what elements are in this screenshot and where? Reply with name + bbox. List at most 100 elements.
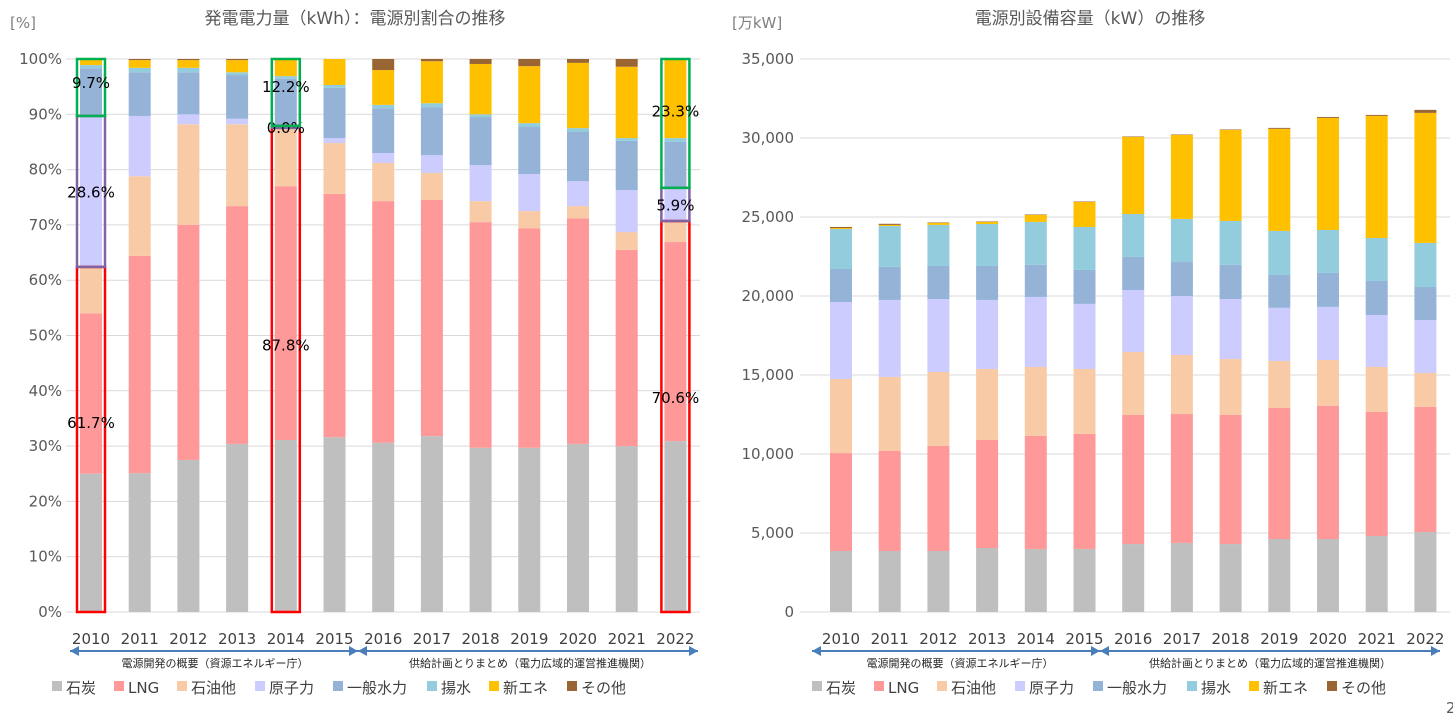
bar-segment-一般水力 [927,265,950,300]
data-label: 12.2% [262,78,310,96]
legend-label: 揚水 [441,679,471,697]
data-label: 23.3% [652,103,700,121]
bar-segment-石炭 [927,551,950,612]
bar-segment-石油他 [226,124,249,207]
bar-segment-一般水力 [567,131,589,182]
bar-segment-一般水力 [1365,280,1388,315]
bar-segment-揚水 [567,128,589,132]
legend-label: 石油他 [191,679,236,697]
bar-segment-石炭 [976,548,999,612]
bar-segment-その他 [518,59,541,67]
bar-segment-一般水力 [1317,272,1339,307]
bar-segment-揚水 [1414,242,1437,287]
bar-segment-原子力 [1365,314,1388,367]
legend-label: LNG [888,679,919,697]
bar-segment-石油他 [1024,366,1047,436]
bar-segment-原子力 [1414,320,1437,373]
bar-segment-LNG [567,218,589,444]
bar-segment-その他 [226,59,249,61]
x-tick-label: 2019 [1260,630,1298,648]
bar-segment-新エネ [1024,214,1047,222]
bar-segment-新エネ [927,223,950,225]
bar-segment-石油他 [927,371,950,446]
bar-segment-原子力 [1170,296,1193,355]
bar-segment-新エネ [1122,136,1145,214]
legend-swatch [52,681,62,691]
legend-label: 石油他 [951,679,996,697]
bar-segment-一般水力 [128,72,151,116]
highlight-box-renewable [270,57,302,128]
bar-segment-一般水力 [226,75,249,119]
x-tick-label: 2017 [1163,630,1201,648]
bar-segment-石炭 [128,473,151,612]
bar-segment-一般水力 [1219,264,1242,300]
bar-segment-石炭 [80,473,102,612]
arrowhead-icon [358,646,367,656]
bar-segment-石炭 [1024,548,1047,612]
bar-segment-揚水 [274,76,297,79]
legend-swatch [333,681,343,691]
bar-segment-LNG [615,249,638,447]
bar-segment-新エネ [323,59,346,85]
bar-segment-石炭 [274,440,297,612]
bar-segment-原子力 [420,155,443,173]
bar-segment-石油他 [274,125,297,187]
x-tick-label: 2011 [871,630,909,648]
bar-segment-揚水 [80,65,102,69]
bar-segment-原子力 [1073,303,1096,369]
bar-segment-新エネ [1219,129,1242,221]
y-tick-label: 90% [29,105,62,123]
bar-segment-石油他 [1317,359,1339,406]
bar-segment-石炭 [1122,544,1145,612]
bar-segment-原子力 [518,174,541,212]
legend-swatch [489,681,499,691]
bar-segment-新エネ [518,66,541,124]
bar-segment-揚水 [1073,226,1096,270]
bar-segment-一般水力 [1268,274,1291,308]
bar-segment-LNG [1170,414,1193,543]
legend-swatch [255,681,265,691]
legend-swatch [567,681,577,691]
bar-segment-LNG [177,224,200,460]
bar-segment-一般水力 [830,268,852,303]
bar-segment-一般水力 [80,68,102,116]
bar-segment-原子力 [80,115,102,267]
x-tick-label: 2013 [218,630,256,648]
x-tick-label: 2012 [169,630,207,648]
y-tick-label: 0% [38,603,62,621]
bar-segment-LNG [976,439,999,549]
bar-segment-一般水力 [1073,269,1096,304]
legend-label: その他 [581,679,626,697]
page-number: 2 [1446,699,1453,713]
bar-segment-新エネ [177,60,200,68]
bar-segment-原子力 [664,187,687,222]
bar-segment-揚水 [878,226,901,267]
bar-segment-石油他 [1414,372,1437,407]
legend-swatch [1015,681,1025,691]
bar-segment-原子力 [177,114,200,125]
legend-label: 原子力 [1029,679,1074,697]
bar-segment-新エネ [469,63,492,115]
bar-segment-一般水力 [878,266,901,300]
legend-swatch [177,681,187,691]
bar-segment-揚水 [1268,230,1291,275]
y-unit-label: [万kW] [732,14,782,32]
bar-segment-原子力 [1024,296,1047,367]
bar-segment-新エネ [1317,117,1339,230]
highlight-box-renewable [660,57,691,190]
legend-label: 一般水力 [347,679,407,697]
bar-segment-一般水力 [1170,262,1193,296]
bar-segment-揚水 [518,123,541,128]
bar-segment-石油他 [830,378,852,454]
legend-label: 石炭 [826,679,856,697]
bar-segment-LNG [1268,408,1291,540]
bar-segment-石油他 [80,266,102,314]
x-tick-label: 2012 [919,630,957,648]
bar-segment-原子力 [1317,306,1339,360]
bar-segment-石油他 [420,172,443,201]
y-tick-label: 80% [29,161,62,179]
bar-segment-その他 [177,59,200,61]
legend-label: 石炭 [66,679,96,697]
bar-segment-揚水 [927,224,950,266]
x-tick-label: 2021 [1358,630,1396,648]
